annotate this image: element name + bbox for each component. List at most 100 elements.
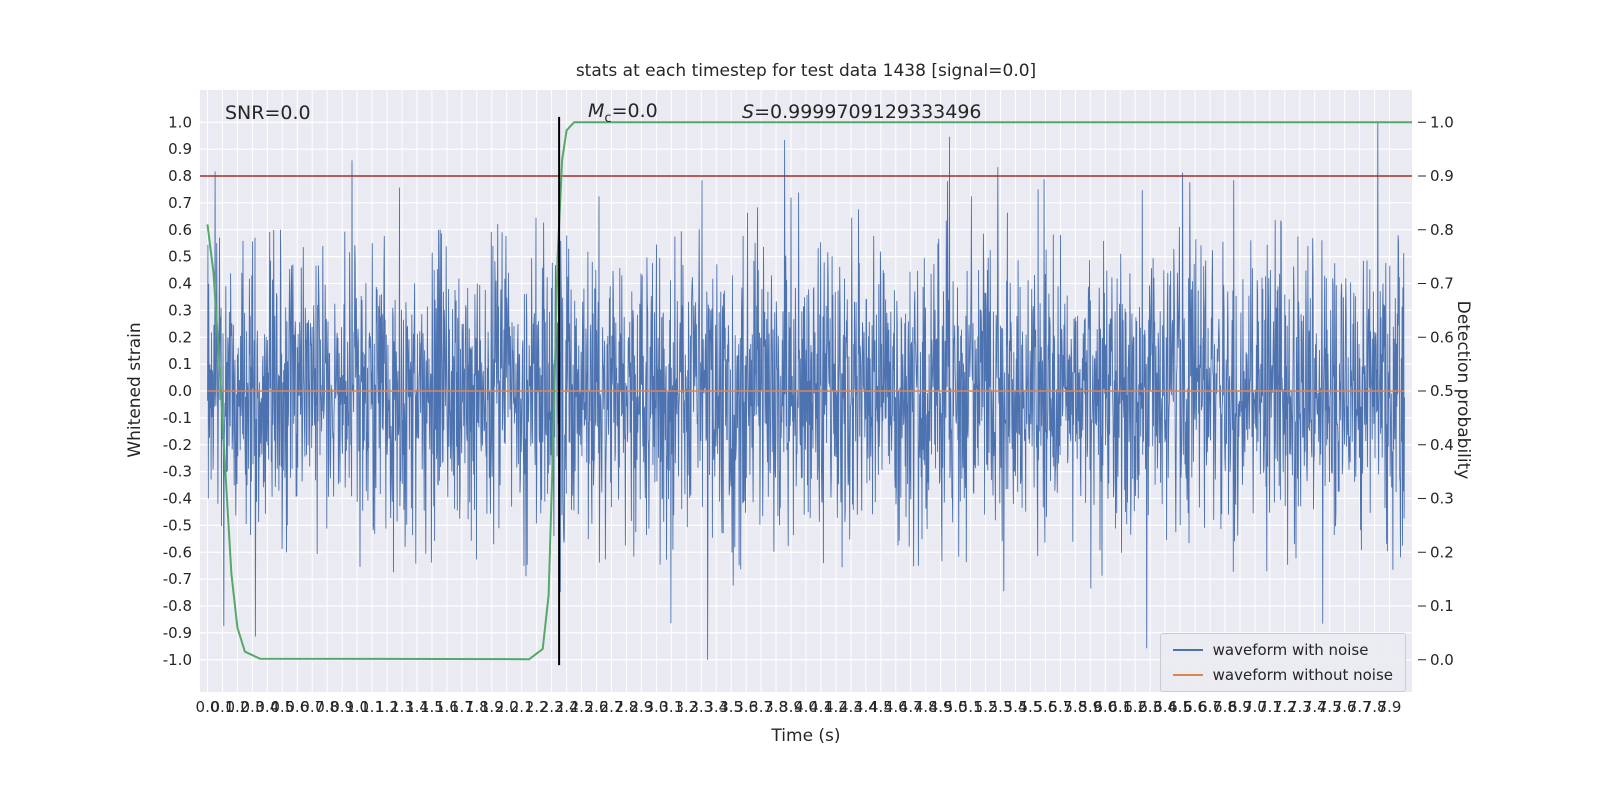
svg-text:4.4: 4.4 xyxy=(854,698,878,716)
svg-text:4.8: 4.8 xyxy=(914,698,938,716)
svg-text:0.2: 0.2 xyxy=(225,698,249,716)
svg-text:0.1: 0.1 xyxy=(168,355,192,373)
svg-text:7.5: 7.5 xyxy=(1318,698,1342,716)
y-axis-label-right: Detection probability xyxy=(1453,300,1473,480)
svg-text:0.3: 0.3 xyxy=(240,698,264,716)
svg-text:7.0: 7.0 xyxy=(1243,698,1267,716)
svg-text:-1.0: -1.0 xyxy=(163,651,192,669)
svg-text:6.1: 6.1 xyxy=(1108,698,1132,716)
svg-text:3.4: 3.4 xyxy=(704,698,728,716)
svg-text:0.3: 0.3 xyxy=(168,301,192,319)
svg-text:7.8: 7.8 xyxy=(1363,698,1387,716)
svg-text:0.0: 0.0 xyxy=(196,698,220,716)
svg-text:6.5: 6.5 xyxy=(1168,698,1192,716)
svg-text:2.3: 2.3 xyxy=(540,698,564,716)
svg-text:2.8: 2.8 xyxy=(615,698,639,716)
svg-text:1.9: 1.9 xyxy=(480,698,504,716)
svg-text:6.9: 6.9 xyxy=(1228,698,1252,716)
svg-text:4.1: 4.1 xyxy=(809,698,833,716)
svg-text:1.5: 1.5 xyxy=(420,698,444,716)
svg-text:1.0: 1.0 xyxy=(1430,113,1454,131)
svg-text:0.7: 0.7 xyxy=(1430,275,1454,293)
svg-text:2.1: 2.1 xyxy=(510,698,534,716)
svg-text:3.7: 3.7 xyxy=(749,698,773,716)
svg-text:0.1: 0.1 xyxy=(1430,597,1454,615)
svg-text:5.5: 5.5 xyxy=(1019,698,1043,716)
svg-text:0.4: 0.4 xyxy=(255,698,279,716)
svg-text:6.6: 6.6 xyxy=(1183,698,1207,716)
svg-text:0.9: 0.9 xyxy=(168,140,192,158)
svg-text:0.6: 0.6 xyxy=(285,698,309,716)
svg-text:5.3: 5.3 xyxy=(989,698,1013,716)
legend-line-blue-icon xyxy=(1172,649,1203,651)
svg-text:7.6: 7.6 xyxy=(1333,698,1357,716)
annotation-mc-value: =0.0 xyxy=(611,100,658,122)
svg-text:7.4: 7.4 xyxy=(1303,698,1327,716)
svg-text:1.3: 1.3 xyxy=(390,698,414,716)
svg-text:3.1: 3.1 xyxy=(659,698,683,716)
svg-text:7.1: 7.1 xyxy=(1258,698,1282,716)
svg-text:5.8: 5.8 xyxy=(1063,698,1087,716)
svg-text:3.9: 3.9 xyxy=(779,698,803,716)
svg-text:1.6: 1.6 xyxy=(435,698,459,716)
svg-text:0.4: 0.4 xyxy=(168,275,192,293)
svg-text:0.4: 0.4 xyxy=(1430,436,1454,454)
svg-text:1.7: 1.7 xyxy=(450,698,474,716)
svg-text:5.7: 5.7 xyxy=(1048,698,1072,716)
svg-text:2.9: 2.9 xyxy=(629,698,653,716)
svg-text:7.3: 7.3 xyxy=(1288,698,1312,716)
svg-text:5.1: 5.1 xyxy=(959,698,983,716)
legend-item-waveform-with-noise: waveform with noise xyxy=(1172,641,1393,659)
svg-text:6.7: 6.7 xyxy=(1198,698,1222,716)
svg-text:4.5: 4.5 xyxy=(869,698,893,716)
svg-text:3.6: 3.6 xyxy=(734,698,758,716)
svg-text:0.7: 0.7 xyxy=(168,194,192,212)
svg-text:4.2: 4.2 xyxy=(824,698,848,716)
svg-text:-0.6: -0.6 xyxy=(163,543,192,561)
svg-text:-0.8: -0.8 xyxy=(163,597,192,615)
legend-item-waveform-without-noise: waveform without noise xyxy=(1172,666,1393,684)
svg-text:1.8: 1.8 xyxy=(465,698,489,716)
svg-text:2.2: 2.2 xyxy=(525,698,549,716)
svg-text:5.0: 5.0 xyxy=(944,698,968,716)
svg-text:1.0: 1.0 xyxy=(345,698,369,716)
svg-text:-0.4: -0.4 xyxy=(163,490,192,508)
svg-text:-0.5: -0.5 xyxy=(163,516,192,534)
svg-text:3.8: 3.8 xyxy=(764,698,788,716)
svg-text:4.9: 4.9 xyxy=(929,698,953,716)
legend-line-orange-icon xyxy=(1172,674,1203,676)
annotation-s-symbol: S xyxy=(742,101,755,123)
svg-text:6.8: 6.8 xyxy=(1213,698,1237,716)
svg-text:0.8: 0.8 xyxy=(1430,221,1454,239)
annotation-s-value: =0.9999709129333496 xyxy=(754,101,982,123)
svg-text:0.2: 0.2 xyxy=(168,328,192,346)
svg-text:0.5: 0.5 xyxy=(270,698,294,716)
svg-text:-0.1: -0.1 xyxy=(163,409,192,427)
svg-text:0.5: 0.5 xyxy=(1430,382,1454,400)
svg-text:4.3: 4.3 xyxy=(839,698,863,716)
legend-label-waveform-without-noise: waveform without noise xyxy=(1212,666,1393,684)
svg-text:1.1: 1.1 xyxy=(360,698,384,716)
svg-text:5.9: 5.9 xyxy=(1078,698,1102,716)
svg-text:1.4: 1.4 xyxy=(405,698,429,716)
svg-text:6.4: 6.4 xyxy=(1153,698,1177,716)
y-axis-label-left: Whitened strain xyxy=(125,322,145,458)
svg-text:2.7: 2.7 xyxy=(600,698,624,716)
annotation-mc-symbol: M xyxy=(588,100,605,122)
svg-text:-0.9: -0.9 xyxy=(163,624,192,642)
svg-text:0.0: 0.0 xyxy=(168,382,192,400)
svg-text:6.3: 6.3 xyxy=(1138,698,1162,716)
svg-text:0.6: 0.6 xyxy=(168,221,192,239)
svg-text:0.8: 0.8 xyxy=(315,698,339,716)
svg-text:7.7: 7.7 xyxy=(1348,698,1372,716)
svg-text:0.6: 0.6 xyxy=(1430,328,1454,346)
svg-text:3.5: 3.5 xyxy=(719,698,743,716)
svg-text:0.7: 0.7 xyxy=(300,698,324,716)
svg-text:0.9: 0.9 xyxy=(1430,167,1454,185)
svg-text:2.5: 2.5 xyxy=(570,698,594,716)
svg-text:5.2: 5.2 xyxy=(974,698,998,716)
svg-text:3.0: 3.0 xyxy=(644,698,668,716)
svg-text:2.6: 2.6 xyxy=(585,698,609,716)
